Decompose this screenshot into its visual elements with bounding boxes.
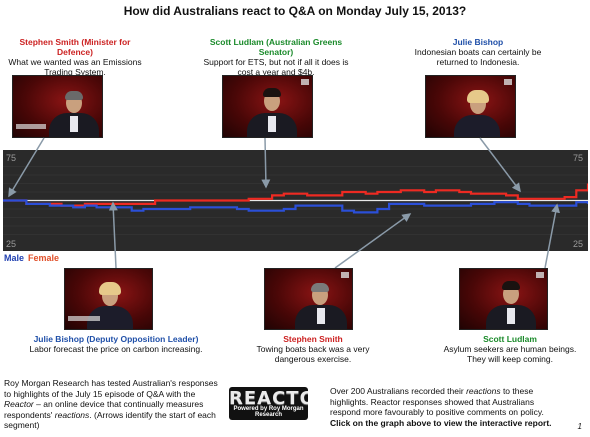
desc-line: Over 200 Australians recorded their <box>330 386 467 396</box>
stephen-smith-photo[interactable] <box>12 75 103 138</box>
caption-scott-ludlam-bottom: Scott Ludlam Asylum seekers are human be… <box>440 334 580 364</box>
speaker-quote: Labor forecast the price on carbon incre… <box>29 344 203 354</box>
speaker-quote: Support for ETS, but not if all it does … <box>203 57 349 77</box>
speaker-quote: Towing boats back was a very dangerous e… <box>256 344 370 364</box>
arrow-segment-2 <box>261 137 271 189</box>
speaker-name: Julie Bishop <box>452 37 504 47</box>
arrow-segment-4 <box>108 201 118 269</box>
desc-line: highlights. Reactor responses showed tha… <box>330 396 535 407</box>
reaction-chart[interactable]: 75 75 25 25 <box>3 150 588 251</box>
arrow-segment-3 <box>479 137 521 193</box>
arrow-segment-5 <box>334 213 412 269</box>
speaker-quote: Indonesian boats can certainly be return… <box>414 47 542 67</box>
legend-male: Male <box>4 253 25 263</box>
arrow-segment-1 <box>8 137 45 198</box>
desc-line: to highlights of the July 15 episode of … <box>4 388 196 399</box>
speaker-quote: What we wanted was an Emissions Trading … <box>8 57 142 77</box>
caption-scott-ludlam-top: Scott Ludlam (Australian Greens Senator)… <box>200 37 352 77</box>
y-tick-75-right: 75 <box>573 153 583 163</box>
y-tick-25-left: 25 <box>6 239 16 249</box>
desc-line: . (Arrows identify the start of each <box>89 409 216 420</box>
scott-ludlam-photo[interactable] <box>459 268 548 330</box>
scott-ludlam-photo[interactable] <box>222 75 313 138</box>
series-male-line <box>3 199 588 214</box>
reactor-logo: REACTOR Powered by Roy Morgan Research <box>229 387 308 420</box>
desc-line: Roy Morgan Research has tested Australia… <box>4 378 218 388</box>
legend-female: Female <box>28 253 60 263</box>
desc-line: to these <box>500 386 534 396</box>
caption-stephen-smith-top: Stephen Smith (Minister for Defence) Wha… <box>4 37 146 77</box>
description-right: Over 200 Australians recorded their reac… <box>330 386 586 428</box>
stephen-smith-photo[interactable] <box>264 268 353 330</box>
caption-julie-bishop-top: Julie Bishop Indonesian boats can certai… <box>408 37 548 67</box>
arrow-segment-6 <box>544 203 561 269</box>
speaker-quote: Asylum seekers are human beings. They wi… <box>443 344 577 364</box>
y-tick-75-left: 75 <box>6 153 16 163</box>
speaker-name: Scott Ludlam <box>483 334 537 344</box>
logo-subtitle: Powered by Roy Morgan Research <box>233 406 304 418</box>
page-title: How did Australians react to Q&A on Mond… <box>123 4 467 18</box>
page-number: 1 <box>577 422 582 431</box>
desc-line: respondents' <box>4 409 55 420</box>
interactive-report-link[interactable]: Click on the graph above to view the int… <box>330 417 552 428</box>
chart-legend: Male Female <box>4 253 59 263</box>
speaker-name: Stephen Smith <box>283 334 343 344</box>
desc-line: segment) <box>4 420 40 430</box>
julie-bishop-photo[interactable] <box>64 268 153 330</box>
caption-stephen-smith-bottom: Stephen Smith Towing boats back was a ve… <box>248 334 378 364</box>
y-tick-25-right: 25 <box>573 239 583 249</box>
desc-line: respond more favourably to positive comm… <box>330 407 544 417</box>
speaker-name: Stephen Smith (Minister for Defence) <box>19 37 131 57</box>
series-female-line <box>3 183 588 207</box>
desc-emphasis: reactions <box>54 409 90 420</box>
desc-emphasis: reactions <box>466 386 501 396</box>
chart-grid <box>3 166 588 235</box>
speaker-name: Julie Bishop (Deputy Opposition Leader) <box>33 334 199 344</box>
speaker-name: Scott Ludlam (Australian Greens Senator) <box>209 37 343 57</box>
desc-line: – an online device that continually meas… <box>33 399 204 409</box>
desc-emphasis: Reactor <box>4 399 34 409</box>
logo-word: REACTOR <box>229 388 308 409</box>
caption-julie-bishop-bottom: Julie Bishop (Deputy Opposition Leader) … <box>26 334 206 354</box>
julie-bishop-photo[interactable] <box>425 75 516 138</box>
description-left: Roy Morgan Research has tested Australia… <box>4 378 228 431</box>
